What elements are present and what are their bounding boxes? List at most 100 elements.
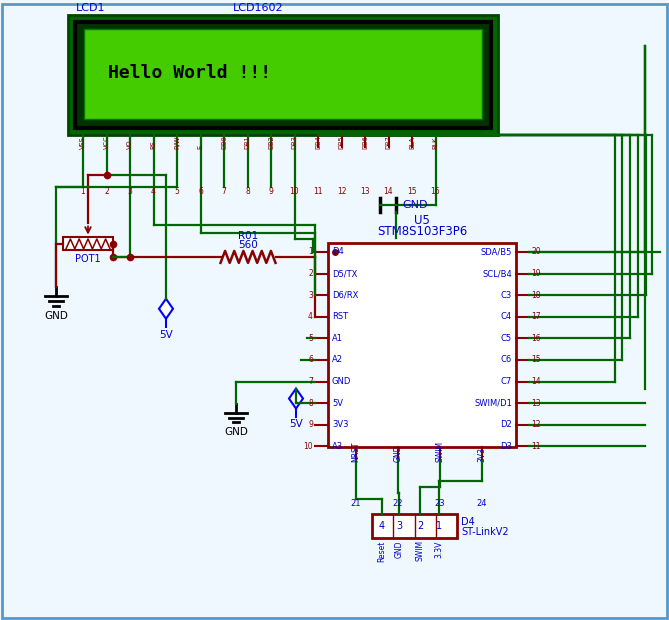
Text: BLK: BLK [432,137,438,149]
Text: C4: C4 [501,312,512,321]
Text: DB6: DB6 [362,135,368,149]
Text: DB5: DB5 [339,135,345,149]
Text: Reset: Reset [377,540,387,562]
Text: D4: D4 [332,247,344,257]
Text: 3: 3 [396,521,402,531]
Text: 2: 2 [417,521,423,531]
Polygon shape [159,299,173,319]
Text: 5: 5 [308,334,313,343]
Text: 3V3: 3V3 [478,448,486,463]
Text: 19: 19 [531,269,541,278]
Bar [328,243,516,448]
Text: LCD1602: LCD1602 [233,2,284,12]
Text: 5V: 5V [289,420,303,430]
Text: 1: 1 [308,247,313,257]
Bar [372,514,457,538]
Text: 21: 21 [351,499,361,508]
Text: NRST: NRST [351,442,361,463]
Bar [84,30,482,119]
Text: 11: 11 [531,442,541,451]
Text: 15: 15 [407,187,417,196]
Text: E: E [197,145,203,149]
Text: 4: 4 [151,187,156,196]
Text: 3V3: 3V3 [332,420,349,429]
Bar [63,237,113,250]
Bar [75,22,491,128]
Text: SWIM/D1: SWIM/D1 [474,399,512,408]
Text: DB4: DB4 [315,135,321,149]
Text: 12: 12 [337,187,347,196]
Text: 3.3V: 3.3V [434,540,444,557]
Text: C3: C3 [501,291,512,299]
Text: 5V: 5V [159,330,173,340]
Text: 6: 6 [198,187,203,196]
Text: STM8S103F3P6: STM8S103F3P6 [377,225,467,238]
Text: D5/TX: D5/TX [332,269,357,278]
Text: 22: 22 [393,499,403,508]
Text: A3: A3 [332,442,343,451]
Text: 3: 3 [128,187,132,196]
Text: BLA: BLA [409,136,415,149]
Text: 20: 20 [531,247,541,257]
Text: 9: 9 [268,187,274,196]
Text: 10: 10 [303,442,313,451]
Text: 24: 24 [477,499,487,508]
Text: GND: GND [395,540,403,558]
Text: SDA/B5: SDA/B5 [480,247,512,257]
Text: D4: D4 [461,517,475,527]
Text: 5V: 5V [332,399,343,408]
Text: 7: 7 [308,377,313,386]
Text: 16: 16 [431,187,440,196]
Text: 4: 4 [379,521,385,531]
Text: SWIM: SWIM [436,441,444,463]
Text: VCC: VCC [104,135,110,149]
Text: VSS: VSS [80,136,86,149]
Text: 8: 8 [245,187,250,196]
Text: GND: GND [224,427,248,438]
Text: GND: GND [332,377,351,386]
Text: DB0: DB0 [221,135,227,149]
Text: U5: U5 [414,214,430,227]
Text: C6: C6 [501,355,512,365]
Text: DB2: DB2 [268,135,274,149]
Text: 7: 7 [221,187,226,196]
Text: DB3: DB3 [292,136,298,149]
Polygon shape [289,389,303,409]
Text: POT1: POT1 [75,254,101,264]
Text: GND: GND [402,200,427,210]
Text: R/W: R/W [174,136,180,149]
Text: A1: A1 [332,334,343,343]
Text: D2: D2 [500,420,512,429]
Text: C5: C5 [501,334,512,343]
Text: 17: 17 [531,312,541,321]
Text: 2: 2 [308,269,313,278]
Text: 1: 1 [436,521,442,531]
Text: ST-LinkV2: ST-LinkV2 [461,527,508,537]
Text: 4: 4 [308,312,313,321]
Text: DB1: DB1 [244,136,250,149]
Text: RS: RS [151,140,157,149]
Text: LCD1: LCD1 [76,2,106,12]
Text: 15: 15 [531,355,541,365]
Text: 3: 3 [308,291,313,299]
Text: 6: 6 [308,355,313,365]
Text: 9: 9 [308,420,313,429]
Text: 5: 5 [175,187,179,196]
Text: Hello World !!!: Hello World !!! [108,64,271,82]
Text: 560: 560 [238,240,258,250]
Text: 10: 10 [290,187,299,196]
Text: 1: 1 [81,187,86,196]
Text: 18: 18 [531,291,541,299]
Text: A2: A2 [332,355,343,365]
Text: 13: 13 [360,187,370,196]
Text: 13: 13 [531,399,541,408]
Text: D3: D3 [500,442,512,451]
Text: 14: 14 [531,377,541,386]
Text: VO: VO [127,140,133,149]
Text: RST: RST [332,312,348,321]
Text: 11: 11 [313,187,322,196]
Text: D6/RX: D6/RX [332,291,359,299]
Text: R01: R01 [238,231,258,241]
Text: GND: GND [44,311,68,321]
Text: 12: 12 [531,420,541,429]
